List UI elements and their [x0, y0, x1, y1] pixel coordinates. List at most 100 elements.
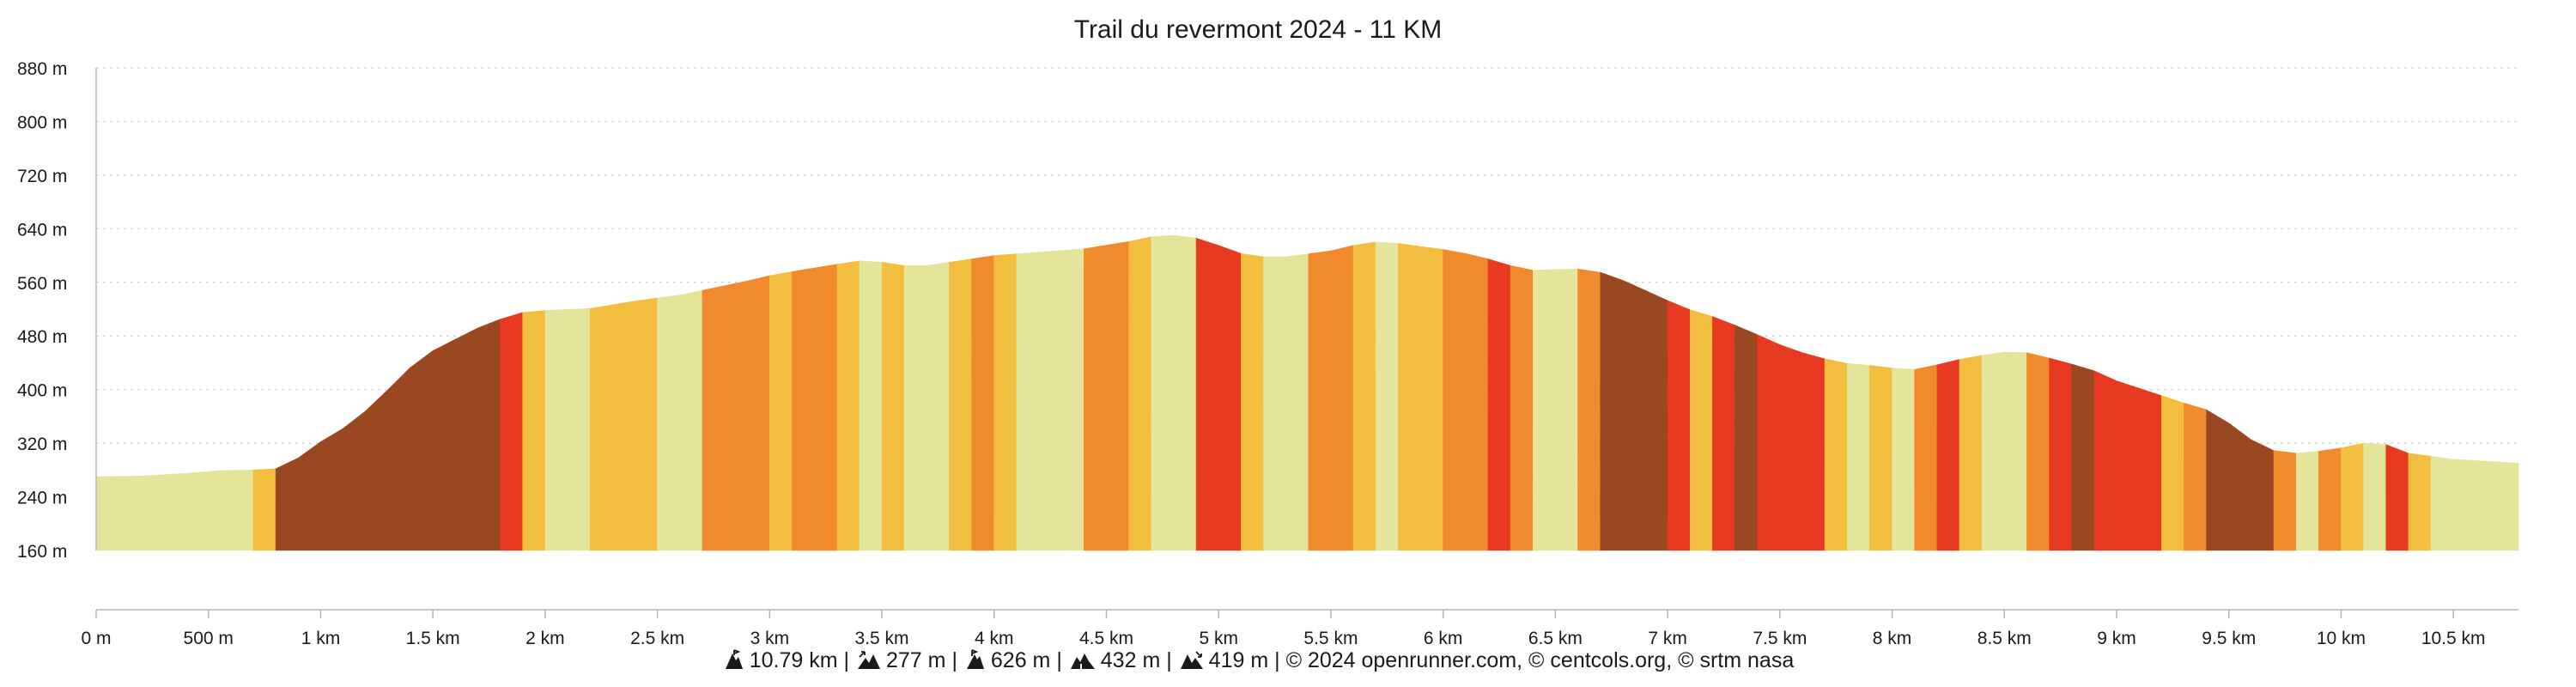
min-altitude-value: 432 m	[1100, 648, 1161, 672]
x-tick-label: 8.5 km	[1978, 629, 2032, 648]
x-tick-label: 1 km	[301, 629, 341, 648]
x-tick-label: 9.5 km	[2202, 629, 2256, 648]
elevation-segment	[2295, 451, 2319, 551]
x-tick-label: 1.5 km	[406, 629, 460, 648]
chart-title: Trail du revermont 2024 - 11 KM	[1073, 15, 1443, 44]
elevation-segment	[881, 262, 905, 551]
y-tick-label: 560 m	[17, 274, 67, 294]
separator: |	[951, 648, 957, 672]
elevation-segment	[1510, 264, 1534, 551]
elevation-segment	[1195, 237, 1242, 551]
elevation-segment	[544, 307, 591, 551]
elevation-segment	[1981, 351, 2027, 551]
elevation-segment	[1577, 268, 1601, 551]
x-tick-label: 3.5 km	[855, 629, 909, 648]
x-tick-label: 4.5 km	[1079, 629, 1133, 648]
elevation-segment	[769, 271, 793, 551]
credits: © 2024 openrunner.com, © centcols.org, ©…	[1285, 648, 1795, 672]
elevation-segment	[1846, 362, 1870, 551]
elevation-segment	[1151, 234, 1197, 551]
elevation-segment	[1263, 253, 1309, 551]
elevation-segment	[2206, 409, 2275, 551]
max-altitude-value: 626 m	[990, 648, 1051, 672]
x-axis-ticks: 0 m 500 m 1 km 1.5 km 2 km 2.5 km 3 km 3.5 km 4 …	[81, 610, 2486, 648]
elevation-segment	[993, 253, 1018, 551]
elevation-segment	[1892, 368, 1916, 551]
elevation-segment	[95, 469, 254, 551]
y-tick-label: 640 m	[17, 220, 67, 240]
elevation-segment	[1914, 364, 1938, 551]
x-tick-label: 3 km	[750, 629, 790, 648]
elevation-segment	[1084, 240, 1130, 551]
elevation-segment	[1352, 241, 1376, 551]
elevation-segment	[2430, 455, 2519, 551]
elevation-segment	[500, 312, 524, 551]
x-tick-label: 4 km	[975, 629, 1014, 648]
elevation-segment	[2363, 442, 2387, 551]
y-tick-label: 160 m	[17, 542, 67, 562]
max-altitude-icon	[965, 649, 986, 676]
x-tick-label: 6 km	[1424, 629, 1463, 648]
x-tick-label: 0 m	[81, 629, 111, 648]
elevation-segment	[1667, 300, 1691, 551]
elevation-segment	[1824, 358, 1848, 551]
elevation-segment	[2071, 363, 2095, 551]
elevation-segment	[2049, 357, 2073, 551]
elevation-segment	[1016, 248, 1084, 551]
elevation-segment	[2408, 453, 2432, 551]
x-tick-label: 2.5 km	[630, 629, 684, 648]
elevation-loss-icon	[1180, 649, 1204, 676]
elevation-segment	[971, 255, 995, 551]
elevation-segments	[95, 234, 2519, 551]
y-tick-label: 720 m	[17, 167, 67, 186]
x-tick-label: 500 m	[184, 629, 234, 648]
elevation-segment	[1689, 309, 1713, 551]
elevation-segment	[522, 310, 546, 551]
elevation-segment	[1375, 241, 1399, 551]
elevation-segment	[1757, 334, 1826, 551]
elevation-segment	[859, 260, 883, 551]
x-tick-label: 5 km	[1199, 629, 1238, 648]
y-tick-label: 480 m	[17, 327, 67, 347]
elevation-segment	[2184, 402, 2207, 551]
elevation-segment	[589, 297, 658, 551]
axes	[95, 68, 2518, 611]
route-summary: 10.79 km | 277 m | 626 m | 432 m | 419 m…	[0, 648, 2516, 676]
elevation-segment	[1735, 325, 1758, 551]
elevation-segment	[2026, 352, 2050, 551]
elevation-segment	[1241, 252, 1264, 551]
elevation-segment	[275, 319, 501, 551]
elevation-segment	[949, 258, 972, 551]
separator: |	[843, 648, 850, 672]
elevation-segment	[1128, 236, 1152, 551]
elevation-segment	[252, 468, 276, 551]
elevation-segment	[1532, 268, 1578, 551]
x-tick-label: 7.5 km	[1753, 629, 1807, 648]
distance-value: 10.79 km	[749, 648, 838, 672]
y-tick-label: 240 m	[17, 489, 67, 508]
y-tick-label: 880 m	[17, 59, 67, 79]
elevation-segment	[1398, 243, 1444, 551]
y-axis-ticks: 880 m 800 m 720 m 640 m 560 m 480 m 400 m 320 m…	[17, 59, 67, 562]
elevation-segment	[2385, 444, 2409, 551]
elevation-gain-icon	[857, 649, 881, 676]
y-tick-label: 800 m	[17, 112, 67, 132]
x-tick-label: 8 km	[1873, 629, 1912, 648]
separator: |	[1274, 648, 1280, 672]
elevation-segment	[1308, 245, 1354, 551]
elevation-segment	[1936, 359, 1960, 551]
min-altitude-icon	[1070, 649, 1096, 676]
elevation-segment	[1869, 365, 1893, 551]
separator: |	[1056, 648, 1062, 672]
elevation-chart: 880 m 800 m 720 m 640 m 560 m 480 m 400 m 320 m…	[17, 59, 2519, 648]
elevation-segment	[903, 262, 950, 551]
elevation-loss-value: 419 m	[1208, 648, 1269, 672]
elevation-segment	[2318, 447, 2342, 551]
y-tick-label: 400 m	[17, 381, 67, 401]
elevation-segment	[836, 260, 860, 551]
x-tick-label: 7 km	[1648, 629, 1687, 648]
y-tick-label: 320 m	[17, 435, 67, 454]
x-tick-label: 10 km	[2317, 629, 2366, 648]
x-tick-label: 2 km	[526, 629, 565, 648]
elevation-segment	[1712, 316, 1735, 551]
